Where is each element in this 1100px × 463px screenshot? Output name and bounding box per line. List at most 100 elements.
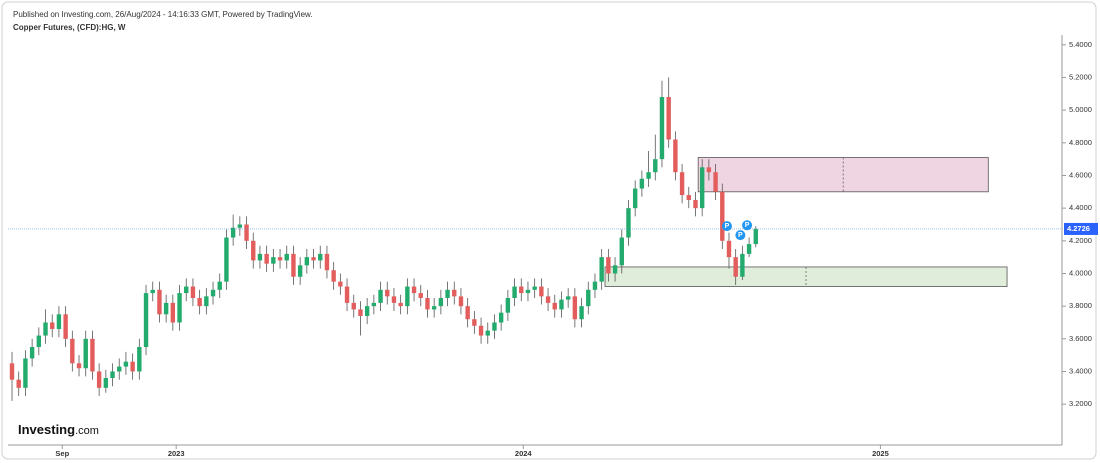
y-tick-label: 4.2000 bbox=[1069, 236, 1092, 245]
candle-body bbox=[693, 199, 698, 209]
candle-body bbox=[740, 253, 745, 277]
candle-body bbox=[519, 286, 524, 294]
x-tick-label: 2024 bbox=[515, 449, 533, 458]
y-tick-label: 5.0000 bbox=[1069, 105, 1092, 114]
candle-body bbox=[358, 309, 363, 316]
candle-body bbox=[257, 253, 263, 261]
candle-body bbox=[324, 253, 330, 271]
candle-body bbox=[720, 191, 725, 241]
candle-body bbox=[586, 289, 591, 307]
candle-body bbox=[110, 371, 115, 379]
candle-body bbox=[411, 286, 417, 294]
candle-body bbox=[297, 265, 303, 277]
candle-body bbox=[237, 224, 243, 228]
candle-body bbox=[746, 244, 752, 254]
candle-body bbox=[204, 296, 209, 307]
candle-body bbox=[445, 289, 450, 298]
candle-body bbox=[29, 346, 35, 359]
candle-body bbox=[639, 178, 645, 189]
pivot-label: P bbox=[738, 232, 743, 239]
y-tick-label: 4.6000 bbox=[1069, 170, 1092, 179]
candle-body bbox=[512, 286, 517, 298]
candle-body bbox=[385, 289, 390, 297]
candle-body bbox=[659, 97, 665, 160]
candle-body bbox=[244, 224, 249, 241]
candle-body bbox=[673, 139, 678, 173]
candle-body bbox=[163, 302, 169, 315]
candle-body bbox=[492, 322, 497, 331]
candle-body bbox=[559, 299, 564, 310]
candle-body bbox=[50, 322, 55, 330]
candle-body bbox=[96, 371, 102, 388]
candle-body bbox=[653, 159, 658, 173]
candle-body bbox=[230, 227, 236, 238]
candle-body bbox=[43, 322, 48, 336]
y-tick-label: 3.4000 bbox=[1069, 366, 1092, 375]
candle-body bbox=[264, 253, 269, 264]
y-tick-label: 5.4000 bbox=[1069, 40, 1092, 49]
y-tick-label: 4.4000 bbox=[1069, 203, 1092, 212]
logo-suffix: .com bbox=[75, 425, 99, 437]
candle-body bbox=[318, 253, 323, 261]
candle-body bbox=[438, 297, 444, 307]
pivot-marker bbox=[742, 220, 753, 231]
candle-body bbox=[699, 167, 705, 209]
y-tick-label: 3.6000 bbox=[1069, 334, 1092, 343]
candle-body bbox=[753, 228, 758, 245]
candle-body bbox=[498, 312, 504, 323]
candle-body bbox=[331, 270, 336, 282]
candle-body bbox=[76, 363, 82, 369]
candle-body bbox=[63, 314, 68, 339]
candle-body bbox=[190, 286, 196, 298]
pivot-label: P bbox=[745, 222, 750, 229]
candle-body bbox=[378, 289, 383, 303]
candle-body bbox=[117, 366, 122, 372]
candle-body bbox=[458, 296, 464, 307]
candle-body bbox=[626, 208, 631, 238]
candle-body bbox=[606, 257, 611, 274]
x-tick-label: 2023 bbox=[168, 449, 185, 458]
pivot-marker bbox=[721, 221, 732, 232]
candle-body bbox=[478, 325, 484, 336]
candle-body bbox=[505, 297, 511, 313]
y-tick-label: 3.2000 bbox=[1069, 399, 1092, 408]
pivot-marker bbox=[735, 230, 746, 241]
candle-body bbox=[599, 257, 604, 282]
candle-body bbox=[398, 302, 403, 307]
candle-body bbox=[405, 286, 410, 307]
candle-body bbox=[632, 188, 638, 209]
candle-body bbox=[177, 293, 182, 323]
candle-body bbox=[552, 302, 557, 310]
candle-body bbox=[592, 281, 598, 290]
candle-body bbox=[197, 297, 202, 307]
candle-body bbox=[545, 296, 551, 303]
candle-body bbox=[539, 286, 544, 297]
candle-body bbox=[525, 289, 531, 294]
candle-body bbox=[452, 289, 457, 297]
candle-body bbox=[646, 172, 651, 179]
candle-body bbox=[184, 286, 189, 294]
candle-body bbox=[619, 237, 624, 266]
candle-body bbox=[465, 306, 470, 320]
candle-body bbox=[291, 253, 296, 277]
candle-body bbox=[150, 289, 155, 294]
candle-body bbox=[23, 358, 28, 388]
candle-body bbox=[251, 240, 256, 261]
candle-body bbox=[277, 257, 283, 261]
last-price-label: 4.2726 bbox=[1067, 224, 1090, 233]
candle-body bbox=[371, 302, 377, 307]
candle-body bbox=[137, 346, 142, 372]
x-tick-label: 2025 bbox=[872, 449, 889, 458]
candle-body bbox=[217, 281, 222, 290]
candle-body bbox=[532, 286, 537, 290]
candle-body bbox=[143, 293, 149, 347]
pivot-label: P bbox=[725, 223, 730, 230]
candle-body bbox=[706, 167, 712, 173]
candle-body bbox=[224, 237, 229, 282]
candle-body bbox=[679, 172, 685, 196]
candle-body bbox=[304, 257, 310, 266]
candle-body bbox=[425, 297, 430, 310]
